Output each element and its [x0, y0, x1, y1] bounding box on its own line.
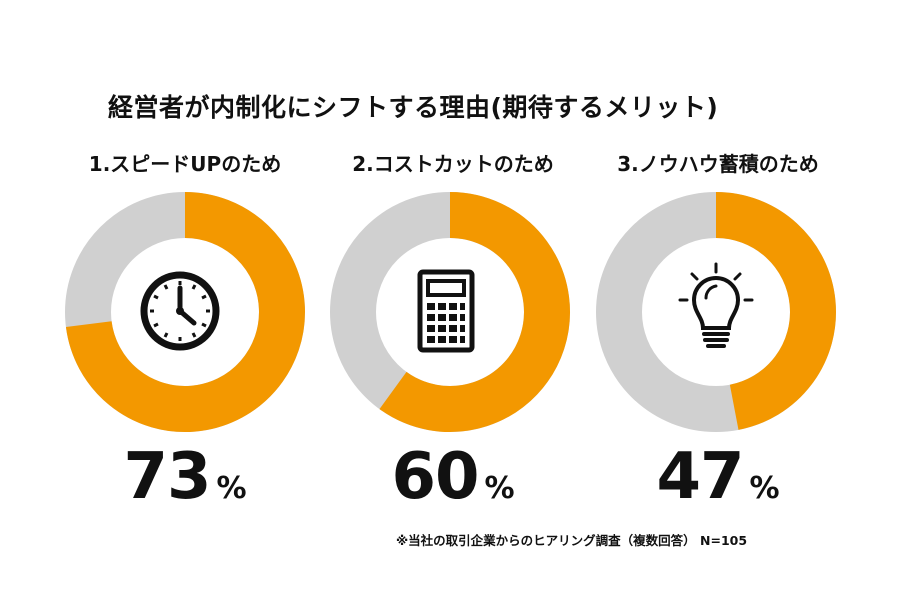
item-label-knowhow: 3.ノウハウ蓄積のため: [617, 152, 819, 176]
value-cost: 60%: [353, 440, 553, 514]
value-speed: 73%: [85, 440, 285, 514]
donut-cost: [330, 192, 570, 432]
survey-note: ※当社の取引企業からのヒアリング調査（複数回答） N=105: [396, 533, 748, 548]
calculator-icon: [417, 269, 475, 353]
value-cost-unit: %: [484, 471, 515, 506]
value-speed-unit: %: [216, 471, 247, 506]
donut-cost-value-arc: [379, 192, 570, 432]
donut-speed-value-arc: [65, 192, 305, 432]
chart-title: 経営者が内制化にシフトする理由(期待するメリット): [108, 93, 719, 122]
item-label-speed: 1.スピードUPのため: [88, 152, 282, 176]
donut-knowhow: [596, 192, 836, 432]
lightbulb-icon: [678, 262, 754, 348]
item-label-cost: 2.コストカットのため: [352, 152, 554, 176]
value-knowhow-unit: %: [749, 471, 780, 506]
value-cost-number: 60: [391, 440, 479, 514]
donut-knowhow-value-arc: [715, 192, 836, 430]
value-knowhow: 47%: [618, 440, 818, 514]
value-knowhow-number: 47: [656, 440, 744, 514]
donut-speed: [65, 192, 305, 432]
clock-icon: [140, 271, 220, 351]
value-speed-number: 73: [123, 440, 211, 514]
